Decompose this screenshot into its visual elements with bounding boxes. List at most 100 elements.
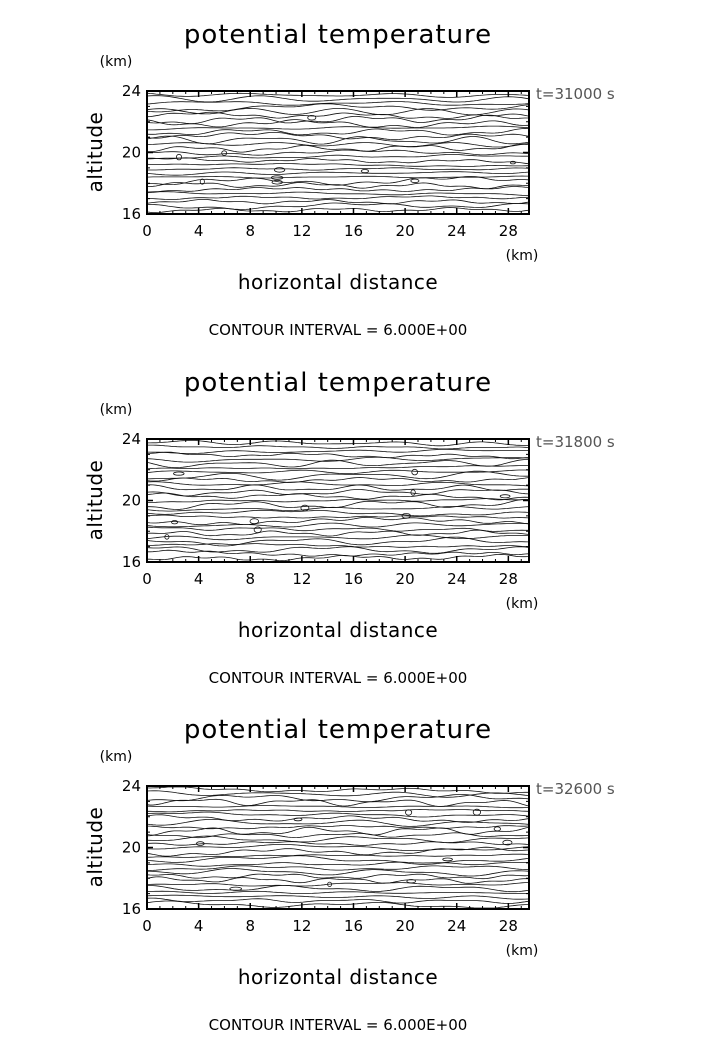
- contour-line: [146, 876, 529, 884]
- contour-cell: [173, 471, 185, 476]
- contour-line: [146, 516, 529, 526]
- contour-line: [146, 798, 529, 807]
- contour-line: [147, 449, 528, 454]
- contour-cell: [442, 857, 453, 862]
- contour-line: [146, 543, 529, 548]
- contour-line: [146, 103, 529, 113]
- contour-line: [147, 125, 529, 131]
- contour-line: [146, 522, 528, 528]
- contour-line: [146, 163, 529, 167]
- x-tick-label: 28: [499, 222, 518, 240]
- contour-cell: [411, 468, 419, 476]
- chart-panel-1: potential temperature (km) altitude t=31…: [0, 0, 720, 345]
- y-tick-label: 20: [122, 144, 141, 162]
- contour-line: [146, 107, 529, 116]
- contour-cell: [406, 879, 417, 884]
- x-axis-label: horizontal distance: [238, 270, 438, 294]
- contour-line: [146, 481, 529, 487]
- contour-line: [146, 459, 529, 468]
- contour-line: [146, 873, 529, 880]
- contour-cell: [307, 114, 317, 121]
- contour-line: [146, 526, 528, 532]
- time-label: t=31000 s: [536, 85, 615, 103]
- x-axis-unit: (km): [506, 248, 539, 264]
- contour-cell: [405, 809, 413, 816]
- x-tick-label: 28: [499, 570, 518, 588]
- contour-line: [146, 199, 529, 205]
- contour-line: [146, 819, 529, 827]
- contour-line: [146, 844, 529, 851]
- time-label: t=31800 s: [536, 433, 615, 451]
- contour-cell: [499, 494, 511, 499]
- contour-line: [147, 868, 529, 877]
- contour-line: [146, 805, 529, 809]
- contour-cell: [221, 150, 228, 156]
- contour-line: [147, 825, 529, 830]
- contour-line: [146, 142, 529, 148]
- plot-frame: [146, 785, 530, 910]
- x-tick-label: 4: [194, 917, 204, 935]
- contour-line: [146, 186, 529, 194]
- contour-plot-3: potential temperature (km) altitude t=32…: [83, 715, 615, 1034]
- contour-line: [146, 195, 529, 200]
- contour-line: [146, 529, 529, 537]
- contour-cell: [410, 489, 416, 496]
- contour-lines: [146, 786, 529, 909]
- y-tick-label: 16: [122, 553, 141, 571]
- contour-cell: [502, 839, 513, 846]
- contour-line: [146, 465, 528, 470]
- contour-line: [146, 897, 529, 904]
- chart-title: potential temperature: [184, 20, 492, 50]
- contour-line: [146, 128, 529, 136]
- contour-cell: [410, 178, 420, 184]
- contour-line: [146, 882, 529, 887]
- axis-ticks: 0 4 8 12 16 20 24 28 16 20 24: [122, 430, 529, 588]
- contour-cell: [270, 175, 284, 180]
- contour-line: [146, 786, 528, 794]
- chart-title: potential temperature: [184, 368, 492, 398]
- contour-interval-text: CONTOUR INTERVAL = 6.000E+00: [209, 1016, 468, 1034]
- contour-line: [146, 202, 529, 210]
- x-tick-label: 12: [292, 570, 311, 588]
- contour-line: [146, 451, 529, 460]
- contour-line: [147, 143, 529, 153]
- x-axis-label: horizontal distance: [238, 618, 438, 642]
- x-tick-label: 24: [447, 917, 466, 935]
- contour-line: [146, 790, 529, 798]
- contour-line: [147, 154, 528, 160]
- contour-line: [146, 484, 528, 491]
- axis-ticks: 0 4 8 12 16 20 24 28 16 20 24: [122, 82, 529, 240]
- contour-cell: [196, 841, 205, 846]
- contour-cell: [327, 881, 333, 887]
- x-tick-label: 12: [292, 917, 311, 935]
- x-axis-unit: (km): [506, 943, 539, 959]
- contour-line: [146, 157, 529, 165]
- contour-line: [147, 514, 529, 519]
- contour-line: [147, 861, 529, 867]
- contour-line: [146, 546, 529, 554]
- x-tick-label: 16: [344, 570, 363, 588]
- contour-line: [146, 509, 529, 517]
- contour-cell: [510, 160, 516, 165]
- y-axis-unit: (km): [100, 749, 133, 765]
- contour-lines: [146, 440, 529, 562]
- contour-line: [146, 534, 529, 541]
- contour-lines: [146, 92, 529, 213]
- contour-cell: [249, 518, 260, 525]
- contour-cell: [253, 526, 262, 534]
- contour-line: [146, 101, 529, 106]
- y-axis-label: altitude: [83, 460, 107, 541]
- contour-line: [146, 92, 529, 98]
- x-axis-label: horizontal distance: [238, 965, 438, 989]
- chart-panel-2: potential temperature (km) altitude t=31…: [0, 348, 720, 693]
- x-tick-label: 4: [194, 222, 204, 240]
- contour-cell: [229, 886, 243, 891]
- contour-line: [146, 894, 529, 900]
- contour-line: [146, 119, 529, 128]
- contour-line: [146, 853, 529, 858]
- x-tick-label: 4: [194, 570, 204, 588]
- contour-line: [146, 794, 529, 803]
- contour-line: [146, 207, 529, 213]
- plot-frame: [146, 90, 530, 215]
- x-tick-label: 0: [142, 917, 152, 935]
